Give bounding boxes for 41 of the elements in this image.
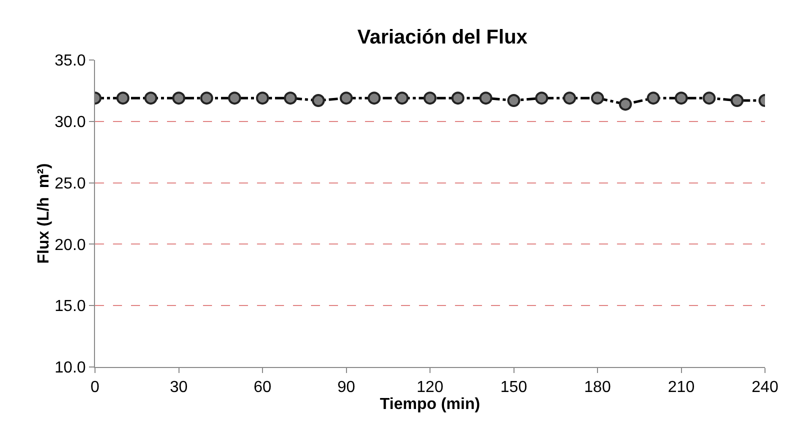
x-tick-label: 60 (254, 379, 272, 396)
x-tick-label: 30 (170, 379, 188, 396)
x-axis-title: Tiempo (min) (380, 396, 480, 414)
y-tick-label: 25.0 (54, 175, 86, 192)
point (340, 92, 353, 105)
point (256, 92, 269, 105)
point (172, 92, 186, 105)
point (591, 92, 604, 105)
y-tick-label: 10.0 (54, 360, 86, 377)
x-tick-label: 180 (584, 379, 611, 396)
y-tick-label: 30.0 (54, 114, 86, 131)
point (730, 94, 744, 108)
x-tick-label: 210 (668, 379, 695, 396)
y-tick-label: 15.0 (54, 298, 86, 316)
y-tick-label: 35.0 (54, 52, 86, 70)
x-tick-label: 120 (416, 379, 444, 396)
point (563, 92, 576, 105)
point (228, 92, 242, 105)
point (312, 94, 325, 108)
chart-title: Variación del Flux (357, 26, 528, 49)
x-tick-label: 240 (752, 379, 778, 396)
point (507, 94, 520, 108)
point (424, 92, 436, 105)
y-tick-label: 20.0 (54, 236, 86, 254)
point (702, 92, 716, 105)
x-tick-label: 150 (500, 379, 528, 396)
point (284, 92, 297, 105)
point (646, 92, 660, 105)
point (479, 92, 492, 105)
x-tick-label: 90 (337, 379, 356, 396)
point (535, 92, 548, 105)
x-tick-label: 0 (90, 379, 100, 396)
point (618, 98, 632, 111)
point (116, 92, 130, 105)
point (451, 92, 464, 105)
point (396, 92, 409, 105)
point (368, 92, 381, 105)
point (674, 92, 688, 105)
y-axis-title: Flux (L/h m²) (36, 163, 53, 264)
point (144, 92, 158, 105)
point (200, 92, 214, 105)
